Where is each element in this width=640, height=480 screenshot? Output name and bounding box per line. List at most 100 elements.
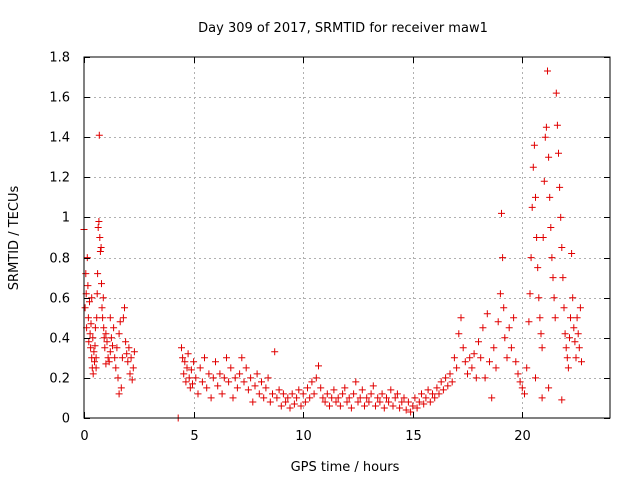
data-point (282, 398, 290, 406)
data-point (299, 390, 307, 398)
data-point (404, 398, 412, 406)
data-point (574, 330, 582, 338)
x-tick-label: 20 (514, 429, 531, 444)
data-point (418, 390, 425, 398)
data-point (223, 354, 230, 362)
x-tick-label: 15 (405, 429, 422, 444)
data-point (106, 314, 114, 322)
data-point (578, 358, 585, 366)
data-point (97, 244, 105, 251)
data-point (544, 67, 551, 75)
data-point (91, 342, 99, 350)
data-point (545, 153, 553, 161)
data-point (358, 386, 366, 394)
data-point (186, 384, 194, 392)
data-point (431, 394, 439, 402)
data-point (500, 304, 508, 312)
data-point (317, 384, 325, 392)
data-point (112, 364, 120, 372)
data-point (109, 342, 116, 350)
data-point (548, 254, 556, 262)
data-point (231, 374, 239, 382)
data-point (290, 400, 298, 408)
data-point (453, 364, 461, 372)
data-point (518, 384, 526, 392)
data-point (385, 398, 393, 406)
data-point (279, 390, 287, 398)
data-point (118, 354, 126, 362)
y-tick-label: 0.2 (49, 372, 70, 387)
data-point (561, 330, 569, 338)
data-point (477, 354, 485, 362)
data-point (273, 394, 281, 402)
data-point (435, 390, 443, 398)
data-point (492, 364, 500, 372)
data-point (240, 378, 248, 386)
data-point (100, 324, 108, 332)
data-point (550, 294, 558, 302)
data-point (107, 334, 115, 342)
data-point (356, 394, 364, 402)
data-point (470, 350, 478, 358)
data-point (255, 390, 263, 398)
data-point (96, 234, 104, 241)
data-point (558, 244, 566, 251)
data-point (536, 314, 544, 322)
data-point (218, 390, 226, 398)
data-point (457, 314, 465, 322)
data-point (363, 394, 371, 402)
data-point (87, 344, 95, 352)
data-point (227, 364, 235, 372)
data-point (433, 384, 441, 392)
data-points (80, 67, 585, 422)
data-point (81, 304, 89, 312)
data-point (201, 354, 208, 362)
data-point (535, 294, 543, 302)
data-point (87, 320, 95, 328)
data-point (540, 177, 548, 185)
data-point (413, 404, 421, 412)
data-point (93, 290, 101, 298)
data-point (573, 314, 581, 322)
data-point (214, 382, 222, 390)
data-point (537, 330, 545, 338)
data-point (89, 370, 97, 378)
data-point (383, 394, 390, 402)
data-point (111, 354, 119, 362)
data-point (501, 334, 509, 342)
y-tick-label: 1.4 (49, 131, 70, 146)
data-point (516, 378, 524, 386)
data-point (84, 282, 92, 290)
data-point (387, 386, 395, 394)
data-point (339, 390, 347, 398)
data-point (533, 234, 541, 241)
data-point (185, 374, 193, 382)
data-point (488, 394, 496, 402)
data-point (352, 378, 360, 386)
data-point (196, 364, 204, 372)
data-point (93, 314, 101, 322)
data-point (123, 350, 131, 358)
data-point (182, 378, 190, 386)
data-point (523, 364, 531, 372)
data-point (498, 209, 505, 217)
data-point (84, 314, 92, 322)
data-point (547, 224, 555, 231)
data-point (117, 384, 125, 392)
data-point (271, 348, 279, 356)
x-axis-label: GPS time / hours (291, 460, 400, 475)
x-tick-label: 0 (80, 429, 88, 444)
data-point (275, 386, 283, 394)
y-axis: 0 0.2 0.4 0.6 0.8 1 1.2 1.4 1.6 1.8 (49, 51, 610, 427)
data-point (312, 374, 320, 382)
x-tick-label: 10 (295, 429, 312, 444)
data-point (380, 404, 388, 412)
data-point (110, 324, 118, 332)
data-point (277, 402, 285, 410)
data-point (429, 390, 436, 398)
data-point (494, 318, 502, 326)
data-point (557, 213, 565, 221)
data-point (546, 193, 554, 201)
data-point (122, 338, 130, 346)
y-tick-label: 0.8 (49, 252, 70, 267)
